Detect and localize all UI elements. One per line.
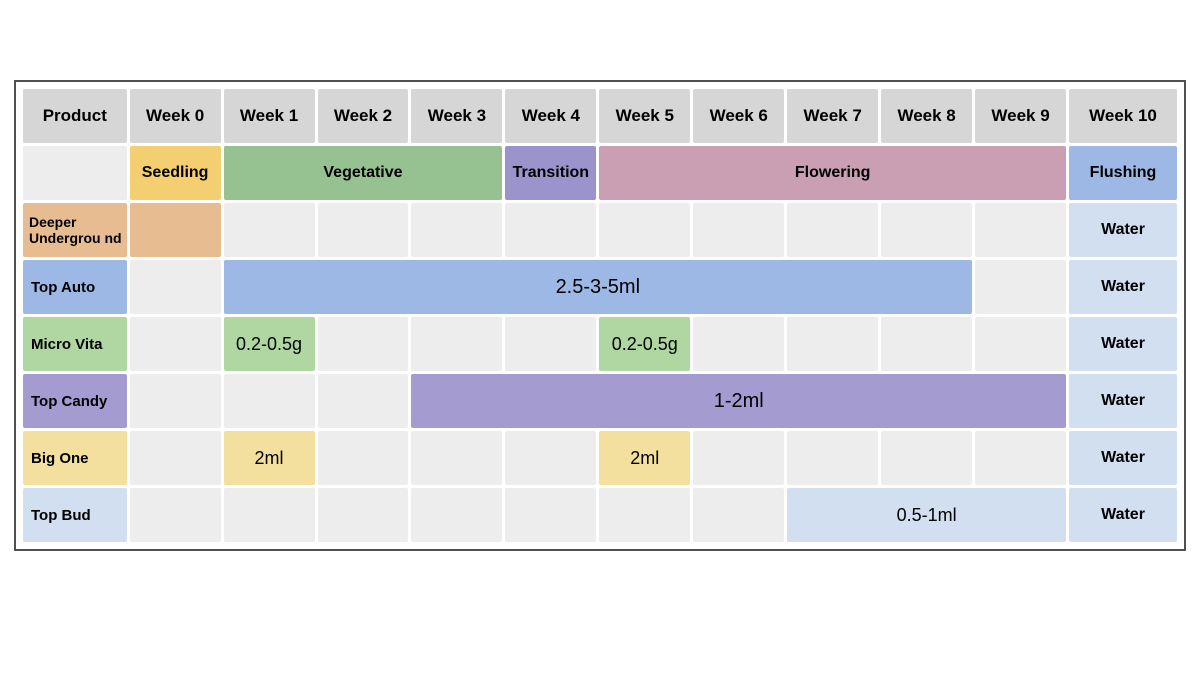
empty-micro-vita-wk0 [130, 317, 221, 371]
empty-top-bud-wk5 [599, 488, 690, 542]
empty-big-one-wk0 [130, 431, 221, 485]
empty-top-candy-wk0 [130, 374, 221, 428]
row-micro-vita: Micro Vita 0.2-0.5g 0.2-0.5g Water [23, 317, 1177, 371]
phase-transition: Transition [505, 146, 596, 200]
dose-big-one-wk1: 2ml [224, 431, 315, 485]
phase-seedling: Seedling [130, 146, 221, 200]
product-label-top-bud: Top Bud [23, 488, 127, 542]
product-label-micro-vita: Micro Vita [23, 317, 127, 371]
dose-top-auto-wk1: 2.5-3-5ml [224, 260, 973, 314]
dose-deeper-underground-wk0 [130, 203, 221, 257]
phase-flushing: Flushing [1069, 146, 1177, 200]
product-label-deeper-underground: Deeper Undergrou nd [23, 203, 127, 257]
empty-deeper-underground-wk5 [599, 203, 690, 257]
empty-top-candy-wk1 [224, 374, 315, 428]
empty-micro-vita-wk3 [411, 317, 502, 371]
water-top-auto: Water [1069, 260, 1177, 314]
empty-top-bud-wk1 [224, 488, 315, 542]
empty-big-one-wk9 [975, 431, 1066, 485]
empty-deeper-underground-wk6 [693, 203, 784, 257]
dose-big-one-wk5: 2ml [599, 431, 690, 485]
empty-deeper-underground-wk9 [975, 203, 1066, 257]
product-label-top-auto: Top Auto [23, 260, 127, 314]
header-week-5: Week 5 [599, 89, 690, 143]
empty-big-one-wk7 [787, 431, 878, 485]
feeding-schedule-table: Product Week 0 Week 1 Week 2 Week 3 Week… [14, 80, 1186, 551]
empty-top-bud-wk2 [318, 488, 409, 542]
empty-big-one-wk4 [505, 431, 596, 485]
empty-top-bud-wk6 [693, 488, 784, 542]
water-micro-vita: Water [1069, 317, 1177, 371]
row-deeper-underground: Deeper Undergrou nd Water [23, 203, 1177, 257]
header-row: Product Week 0 Week 1 Week 2 Week 3 Week… [23, 89, 1177, 143]
empty-top-bud-wk3 [411, 488, 502, 542]
header-week-10: Week 10 [1069, 89, 1177, 143]
row-big-one: Big One 2ml 2ml Water [23, 431, 1177, 485]
phase-row: Seedling Vegetative Transition Flowering… [23, 146, 1177, 200]
dose-micro-vita-wk1: 0.2-0.5g [224, 317, 315, 371]
empty-big-one-wk3 [411, 431, 502, 485]
header-product: Product [23, 89, 127, 143]
product-label-big-one: Big One [23, 431, 127, 485]
header-week-6: Week 6 [693, 89, 784, 143]
empty-micro-vita-wk9 [975, 317, 1066, 371]
header-week-3: Week 3 [411, 89, 502, 143]
header-week-1: Week 1 [224, 89, 315, 143]
product-rows: Deeper Undergrou nd Water Top Auto 2.5-3-5m… [23, 203, 1177, 542]
empty-top-bud-wk4 [505, 488, 596, 542]
schedule-grid: Product Week 0 Week 1 Week 2 Week 3 Week… [20, 86, 1180, 545]
water-deeper-underground: Water [1069, 203, 1177, 257]
water-top-candy: Water [1069, 374, 1177, 428]
empty-top-candy-wk2 [318, 374, 409, 428]
header-week-7: Week 7 [787, 89, 878, 143]
empty-micro-vita-wk2 [318, 317, 409, 371]
header-week-9: Week 9 [975, 89, 1066, 143]
dose-top-candy-wk3: 1-2ml [411, 374, 1066, 428]
empty-big-one-wk6 [693, 431, 784, 485]
row-top-candy: Top Candy 1-2mlWater [23, 374, 1177, 428]
phase-row-label [23, 146, 127, 200]
empty-deeper-underground-wk8 [881, 203, 972, 257]
empty-top-auto-wk0 [130, 260, 221, 314]
phase-flowering: Flowering [599, 146, 1066, 200]
product-label-top-candy: Top Candy [23, 374, 127, 428]
empty-top-auto-wk9 [975, 260, 1066, 314]
empty-deeper-underground-wk7 [787, 203, 878, 257]
empty-micro-vita-wk4 [505, 317, 596, 371]
header-week-8: Week 8 [881, 89, 972, 143]
empty-micro-vita-wk6 [693, 317, 784, 371]
empty-deeper-underground-wk3 [411, 203, 502, 257]
header-week-0: Week 0 [130, 89, 221, 143]
empty-big-one-wk8 [881, 431, 972, 485]
phase-vegetative: Vegetative [224, 146, 503, 200]
empty-top-bud-wk0 [130, 488, 221, 542]
dose-top-bud-wk7: 0.5-1ml [787, 488, 1066, 542]
empty-micro-vita-wk8 [881, 317, 972, 371]
empty-micro-vita-wk7 [787, 317, 878, 371]
water-top-bud: Water [1069, 488, 1177, 542]
row-top-auto: Top Auto 2.5-3-5ml Water [23, 260, 1177, 314]
empty-big-one-wk2 [318, 431, 409, 485]
dose-micro-vita-wk5: 0.2-0.5g [599, 317, 690, 371]
empty-deeper-underground-wk2 [318, 203, 409, 257]
chart-frame: Product Week 0 Week 1 Week 2 Week 3 Week… [0, 0, 1200, 679]
header-week-2: Week 2 [318, 89, 409, 143]
empty-deeper-underground-wk4 [505, 203, 596, 257]
row-top-bud: Top Bud 0.5-1mlWater [23, 488, 1177, 542]
water-big-one: Water [1069, 431, 1177, 485]
header-week-4: Week 4 [505, 89, 596, 143]
empty-deeper-underground-wk1 [224, 203, 315, 257]
